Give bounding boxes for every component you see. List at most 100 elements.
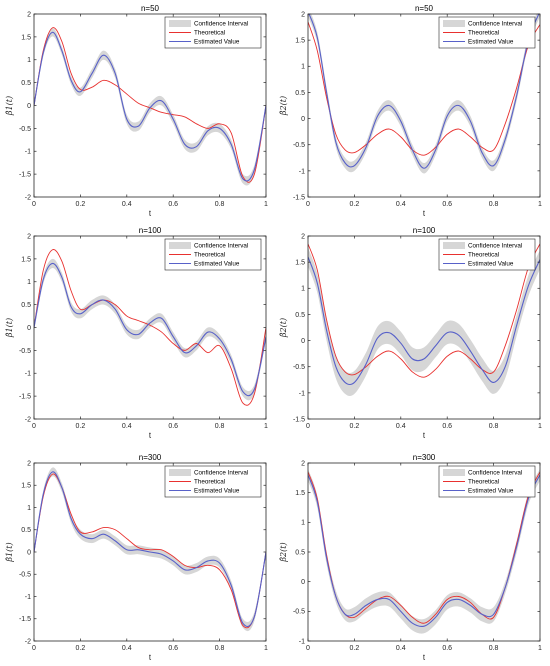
y-tick-label: 2 <box>27 460 31 467</box>
confidence-band <box>34 467 266 632</box>
legend-label: Theoretical <box>468 252 499 259</box>
theoretical-line <box>34 27 266 183</box>
chart-panel-6: 0 0.2 0.4 0.6 0.8 1 -1 -0.5 0 0.5 1 1.5 2 n=300 t β̂2(t… <box>279 453 542 662</box>
y-tick-label: -2 <box>25 416 31 423</box>
y-tick-label: -1.5 <box>19 172 31 179</box>
y-tick-label: 0.5 <box>21 302 31 309</box>
x-tick-label: 0.6 <box>168 201 178 208</box>
legend-label: Estimated Value <box>468 261 514 268</box>
x-tick-label: 0.2 <box>76 423 86 430</box>
x-tick-label: 0.6 <box>168 423 178 430</box>
y-tick-label: -1 <box>25 594 31 601</box>
y-tick-label: 0.5 <box>21 527 31 534</box>
x-axis-label: t <box>149 653 152 662</box>
y-tick-label: -0.5 <box>293 609 305 616</box>
legend-label: Theoretical <box>194 479 225 486</box>
y-tick-label: 1.5 <box>295 38 305 45</box>
y-tick-label: -0.5 <box>19 572 31 579</box>
legend-label: Theoretical <box>194 30 225 37</box>
legend: Confidence Interval Theoretical Estimated … <box>164 465 262 498</box>
y-tick-label: -1 <box>25 371 31 378</box>
legend-label: Confidence Interval <box>194 21 248 28</box>
y-tick-label: 2 <box>27 233 31 240</box>
y-tick-label: 1 <box>27 57 31 64</box>
x-tick-label: 0.4 <box>396 423 406 430</box>
y-tick-label: -0.5 <box>293 142 305 149</box>
x-tick-label: 0.6 <box>442 201 452 208</box>
theoretical-line <box>34 249 266 406</box>
x-tick-label: 0.4 <box>122 645 132 652</box>
x-tick-label: 0.4 <box>122 423 132 430</box>
chart-title: n=100 <box>413 226 436 235</box>
legend-label: Confidence Interval <box>194 243 248 250</box>
x-tick-label: 0.8 <box>489 423 499 430</box>
y-axis-label: β̂1(t) <box>5 318 14 338</box>
y-tick-label: -1.5 <box>19 394 31 401</box>
x-tick-label: 0 <box>32 645 36 652</box>
y-tick-label: 1.5 <box>21 483 31 490</box>
x-axis-label: t <box>149 209 152 218</box>
legend-label: Estimated Value <box>194 39 240 46</box>
x-axis-label: t <box>423 653 426 662</box>
x-tick-label: 1 <box>264 423 268 430</box>
estimated-line <box>308 474 540 628</box>
axes-box <box>307 235 541 420</box>
y-tick-label: 1 <box>301 64 305 71</box>
legend: Confidence Interval Theoretical Estimated … <box>438 16 536 49</box>
x-tick-label: 1 <box>264 201 268 208</box>
y-tick-label: 0.5 <box>295 312 305 319</box>
x-tick-label: 0.4 <box>396 201 406 208</box>
estimated-line <box>34 262 266 397</box>
y-tick-label: 0.5 <box>21 80 31 87</box>
y-tick-label: 0 <box>27 325 31 332</box>
x-tick-label: 0 <box>306 423 310 430</box>
y-tick-label: -1 <box>25 149 31 156</box>
axes-box <box>307 13 541 198</box>
legend-label: Estimated Value <box>468 488 514 495</box>
legend-swatch-band <box>443 469 465 476</box>
chart-panel-3: 0 0.2 0.4 0.6 0.8 1 -2 -1.5 -1 -0.5 0 0.5 1 1.5 2 n=100… <box>5 226 268 440</box>
x-tick-label: 0.8 <box>489 201 499 208</box>
x-tick-label: 0.2 <box>76 645 86 652</box>
x-tick-label: 0.4 <box>396 645 406 652</box>
chart-panel-2: 0 0.2 0.4 0.6 0.8 1 -1.5 -1 -0.5 0 0.5 1 1.5 2 n=50 t β̂… <box>279 4 542 218</box>
estimated-line <box>34 31 266 182</box>
legend-label: Estimated Value <box>194 488 240 495</box>
x-tick-label: 0.8 <box>489 645 499 652</box>
x-tick-label: 0.2 <box>350 645 360 652</box>
y-axis-label: β̂2(t) <box>279 542 288 562</box>
x-axis-label: t <box>423 431 426 440</box>
y-tick-label: 1 <box>301 520 305 527</box>
legend-label: Theoretical <box>468 479 499 486</box>
y-tick-label: 2 <box>27 11 31 18</box>
theoretical-line <box>308 21 540 156</box>
x-tick-label: 1 <box>264 645 268 652</box>
x-tick-label: 0.8 <box>215 645 225 652</box>
estimated-line <box>308 256 540 386</box>
y-axis-label: β̂2(t) <box>279 96 288 116</box>
chart-panel-1: 0 0.2 0.4 0.6 0.8 1 -2 -1.5 -1 -0.5 0 0.5 1 1.5 2 n=50 t… <box>5 4 268 218</box>
x-axis-label: t <box>149 431 152 440</box>
theoretical-line <box>308 243 540 378</box>
y-tick-label: 0 <box>301 338 305 345</box>
y-tick-label: 0.5 <box>295 549 305 556</box>
y-tick-label: -1.5 <box>293 416 305 423</box>
y-tick-label: 0 <box>27 103 31 110</box>
y-tick-label: -2 <box>25 638 31 645</box>
chart-title: n=50 <box>415 4 434 13</box>
chart-panel-4: 0 0.2 0.4 0.6 0.8 1 -1.5 -1 -0.5 0 0.5 1 1.5 2 n=100 t β… <box>279 226 542 440</box>
y-tick-label: 1.5 <box>295 490 305 497</box>
legend-swatch-band <box>443 20 465 27</box>
theoretical-line <box>34 473 266 629</box>
x-tick-label: 1 <box>538 645 542 652</box>
x-tick-label: 0 <box>306 645 310 652</box>
legend-swatch-band <box>443 242 465 249</box>
legend: Confidence Interval Theoretical Estimated … <box>438 465 536 498</box>
x-tick-label: 0.2 <box>350 201 360 208</box>
y-tick-label: -0.5 <box>19 348 31 355</box>
legend: Confidence Interval Theoretical Estimated … <box>164 16 262 49</box>
x-tick-label: 0.8 <box>215 201 225 208</box>
y-tick-label: -1.5 <box>19 616 31 623</box>
x-tick-label: 0 <box>32 423 36 430</box>
